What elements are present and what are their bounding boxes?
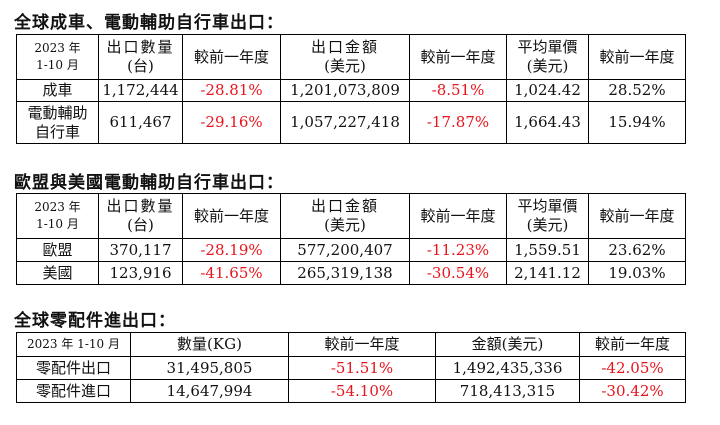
table-header-row: 2023 年 1-10 月 出口數量 (台) 較前一年度 出口金額 (美元) 較前一年…: [16, 34, 686, 80]
cell-qty: 123,916: [98, 261, 183, 285]
header-price-change: 較前一年度: [588, 193, 686, 239]
table-row: 零配件出口 31,495,805 -51.51% 1,492,435,336 -…: [16, 356, 686, 380]
cell-amount-change: -30.42%: [579, 379, 686, 403]
table-row: 美國 123,916 -41.65% 265,319,138 -30.54% 2…: [16, 261, 686, 285]
header-unit-price: 平均單價 (美元): [506, 193, 589, 239]
cell-unit-price: 1,024.42: [506, 79, 589, 102]
cell-amount-change: -42.05%: [579, 356, 686, 380]
cell-qty: 14,647,994: [130, 379, 289, 403]
cell-unit-price: 2,141.12: [506, 261, 589, 285]
row-label: 歐盟: [16, 238, 99, 262]
table-header-row: 2023 年 1-10 月 出口數量 (台) 較前一年度 出口金額 (美元) 較前一年…: [16, 193, 686, 239]
cell-price-change: 15.94%: [588, 101, 686, 144]
header-export-qty: 出口數量 (台): [98, 193, 183, 239]
cell-unit-price: 1,664.43: [506, 101, 589, 144]
header-export-qty: 出口數量 (台): [98, 34, 183, 80]
table-header-row: 2023 年 1-10 月 數量(KG) 較前一年度 金額(美元) 較前一年度: [16, 332, 686, 357]
cell-amount: 1,057,227,418: [280, 101, 410, 144]
header-qty-kg: 數量(KG): [130, 332, 289, 357]
header-price-change: 較前一年度: [588, 34, 686, 80]
cell-price-change: 23.62%: [588, 238, 686, 262]
header-amount-change: 較前一年度: [579, 332, 686, 357]
table-global-bike-exports: 2023 年 1-10 月 出口數量 (台) 較前一年度 出口金額 (美元) 較前一年…: [16, 34, 686, 144]
row-label: 電動輔助 自行車: [16, 101, 99, 144]
cell-qty-change: -28.19%: [182, 238, 281, 262]
period-header: 2023 年 1-10 月: [16, 332, 131, 357]
period-header: 2023 年 1-10 月: [16, 34, 99, 80]
cell-qty-change: -41.65%: [182, 261, 281, 285]
cell-qty: 370,117: [98, 238, 183, 262]
cell-qty: 1,172,444: [98, 79, 183, 102]
row-label: 零配件出口: [16, 356, 131, 380]
cell-price-change: 19.03%: [588, 261, 686, 285]
cell-qty-change: -54.10%: [288, 379, 436, 403]
section-title-eu-us: 歐盟與美國電動輔助自行車出口：: [14, 173, 284, 193]
header-amount-change: 較前一年度: [409, 193, 507, 239]
header-unit-price: 平均單價 (美元): [506, 34, 589, 80]
cell-qty: 611,467: [98, 101, 183, 144]
cell-amount: 577,200,407: [280, 238, 410, 262]
cell-qty: 31,495,805: [130, 356, 289, 380]
header-amount: 金額(美元): [435, 332, 580, 357]
header-qty-change: 較前一年度: [182, 34, 281, 80]
table-row: 歐盟 370,117 -28.19% 577,200,407 -11.23% 1…: [16, 238, 686, 262]
cell-amount: 718,413,315: [435, 379, 580, 403]
table-row: 成車 1,172,444 -28.81% 1,201,073,809 -8.51…: [16, 79, 686, 102]
cell-amount-change: -17.87%: [409, 101, 507, 144]
period-header: 2023 年 1-10 月: [16, 193, 99, 239]
cell-amount: 1,492,435,336: [435, 356, 580, 380]
header-qty-change: 較前一年度: [182, 193, 281, 239]
section-title-parts: 全球零配件進出口：: [14, 311, 176, 331]
header-amount-change: 較前一年度: [409, 34, 507, 80]
row-label: 成車: [16, 79, 99, 102]
section-title-global-bikes: 全球成車、電動輔助自行車出口：: [14, 13, 284, 33]
cell-qty-change: -51.51%: [288, 356, 436, 380]
table-row: 電動輔助 自行車 611,467 -29.16% 1,057,227,418 -1…: [16, 101, 686, 144]
cell-amount: 1,201,073,809: [280, 79, 410, 102]
cell-price-change: 28.52%: [588, 79, 686, 102]
cell-qty-change: -29.16%: [182, 101, 281, 144]
header-export-amount: 出口金額 (美元): [280, 34, 410, 80]
header-export-amount: 出口金額 (美元): [280, 193, 410, 239]
cell-unit-price: 1,559.51: [506, 238, 589, 262]
cell-amount: 265,319,138: [280, 261, 410, 285]
cell-amount-change: -8.51%: [409, 79, 507, 102]
table-row: 零配件進口 14,647,994 -54.10% 718,413,315 -30…: [16, 379, 686, 403]
cell-qty-change: -28.81%: [182, 79, 281, 102]
table-eu-us-ebike-exports: 2023 年 1-10 月 出口數量 (台) 較前一年度 出口金額 (美元) 較前一年…: [16, 193, 686, 285]
header-qty-change: 較前一年度: [288, 332, 436, 357]
table-parts-import-export: 2023 年 1-10 月 數量(KG) 較前一年度 金額(美元) 較前一年度 …: [16, 332, 686, 403]
row-label: 零配件進口: [16, 379, 131, 403]
row-label: 美國: [16, 261, 99, 285]
cell-amount-change: -11.23%: [409, 238, 507, 262]
cell-amount-change: -30.54%: [409, 261, 507, 285]
